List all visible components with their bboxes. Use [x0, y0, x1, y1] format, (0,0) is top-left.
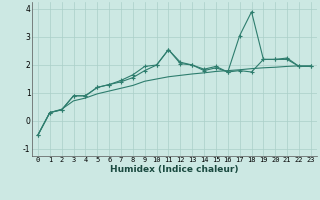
X-axis label: Humidex (Indice chaleur): Humidex (Indice chaleur): [110, 165, 239, 174]
